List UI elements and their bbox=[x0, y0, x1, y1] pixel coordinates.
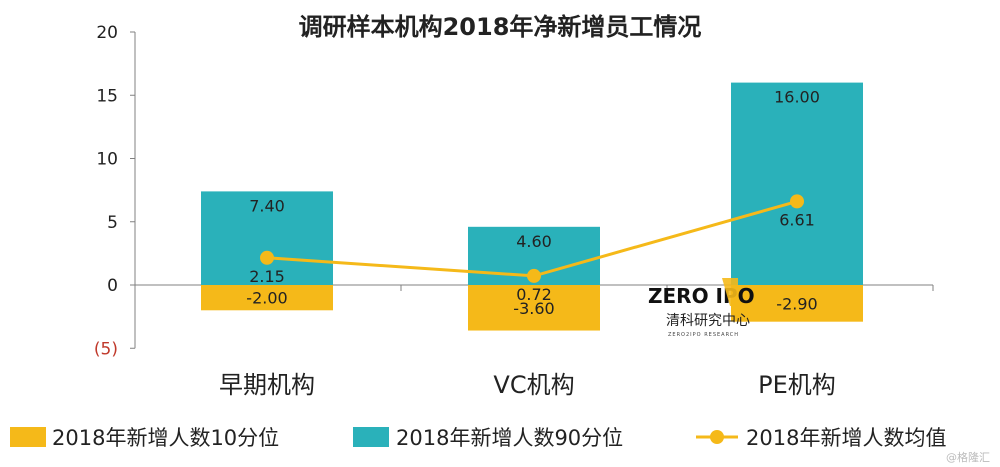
legend-swatch-p90 bbox=[353, 427, 389, 447]
legend-label-p90: 2018年新增人数90分位 bbox=[396, 426, 623, 450]
y-tick-label: 5 bbox=[107, 213, 118, 233]
y-tick-label: 20 bbox=[96, 23, 118, 43]
axes: 20 15 10 5 0 (5) 早期机构 VC机构 PE机构 bbox=[94, 23, 934, 399]
legend-swatch-p10 bbox=[10, 427, 46, 447]
legend-label-p10: 2018年新增人数10分位 bbox=[52, 426, 279, 450]
mean-point bbox=[260, 250, 274, 265]
mean-point bbox=[790, 194, 804, 209]
bar-p10 bbox=[468, 285, 600, 331]
label-p90: 7.40 bbox=[249, 196, 285, 215]
legend-label-mean: 2018年新增人数均值 bbox=[746, 426, 946, 450]
watermark-cn-text: 清科研究中心 bbox=[666, 313, 750, 329]
data-labels: 7.40 -2.00 4.60 -3.60 16.00 -2.90 2.15 0.72 6.61 bbox=[246, 88, 820, 318]
label-mean: 6.61 bbox=[779, 210, 815, 229]
y-tick-label: (5) bbox=[94, 339, 118, 359]
category-label: 早期机构 bbox=[219, 371, 315, 399]
legend-marker-mean bbox=[710, 430, 724, 444]
chart-title: 调研样本机构2018年净新增员工情况 bbox=[299, 13, 702, 41]
bars bbox=[201, 82, 863, 331]
watermark-en-text: ZERO2IPO RESEARCH bbox=[668, 332, 739, 338]
label-p10: -3.60 bbox=[513, 299, 554, 318]
corner-watermark: @格隆汇 bbox=[946, 450, 990, 464]
y-tick-label: 10 bbox=[96, 150, 118, 170]
y-tick-label: 0 bbox=[107, 276, 118, 296]
mean-point bbox=[527, 268, 541, 283]
label-p10: -2.90 bbox=[776, 294, 817, 313]
category-label: VC机构 bbox=[493, 371, 574, 399]
bar-p10 bbox=[201, 285, 333, 311]
bar-p10 bbox=[731, 285, 863, 322]
bar-p90 bbox=[201, 191, 333, 285]
label-mean: 2.15 bbox=[249, 267, 285, 286]
watermark: ZERO IPO 清科研究中心 ZERO2IPO RESEARCH bbox=[648, 278, 755, 338]
label-p10: -2.00 bbox=[246, 289, 287, 308]
label-p90: 16.00 bbox=[774, 88, 820, 107]
y-tick-label: 15 bbox=[96, 86, 118, 106]
watermark-logo-mark bbox=[722, 278, 738, 306]
bar-p90 bbox=[731, 82, 863, 285]
legend: 2018年新增人数10分位 2018年新增人数90分位 2018年新增人数均值 bbox=[10, 426, 946, 450]
mean-line bbox=[260, 194, 804, 283]
watermark-logo-text: ZERO IPO bbox=[648, 284, 755, 308]
label-mean: 0.72 bbox=[516, 285, 552, 304]
category-label: PE机构 bbox=[758, 371, 836, 399]
label-p90: 4.60 bbox=[516, 232, 552, 251]
